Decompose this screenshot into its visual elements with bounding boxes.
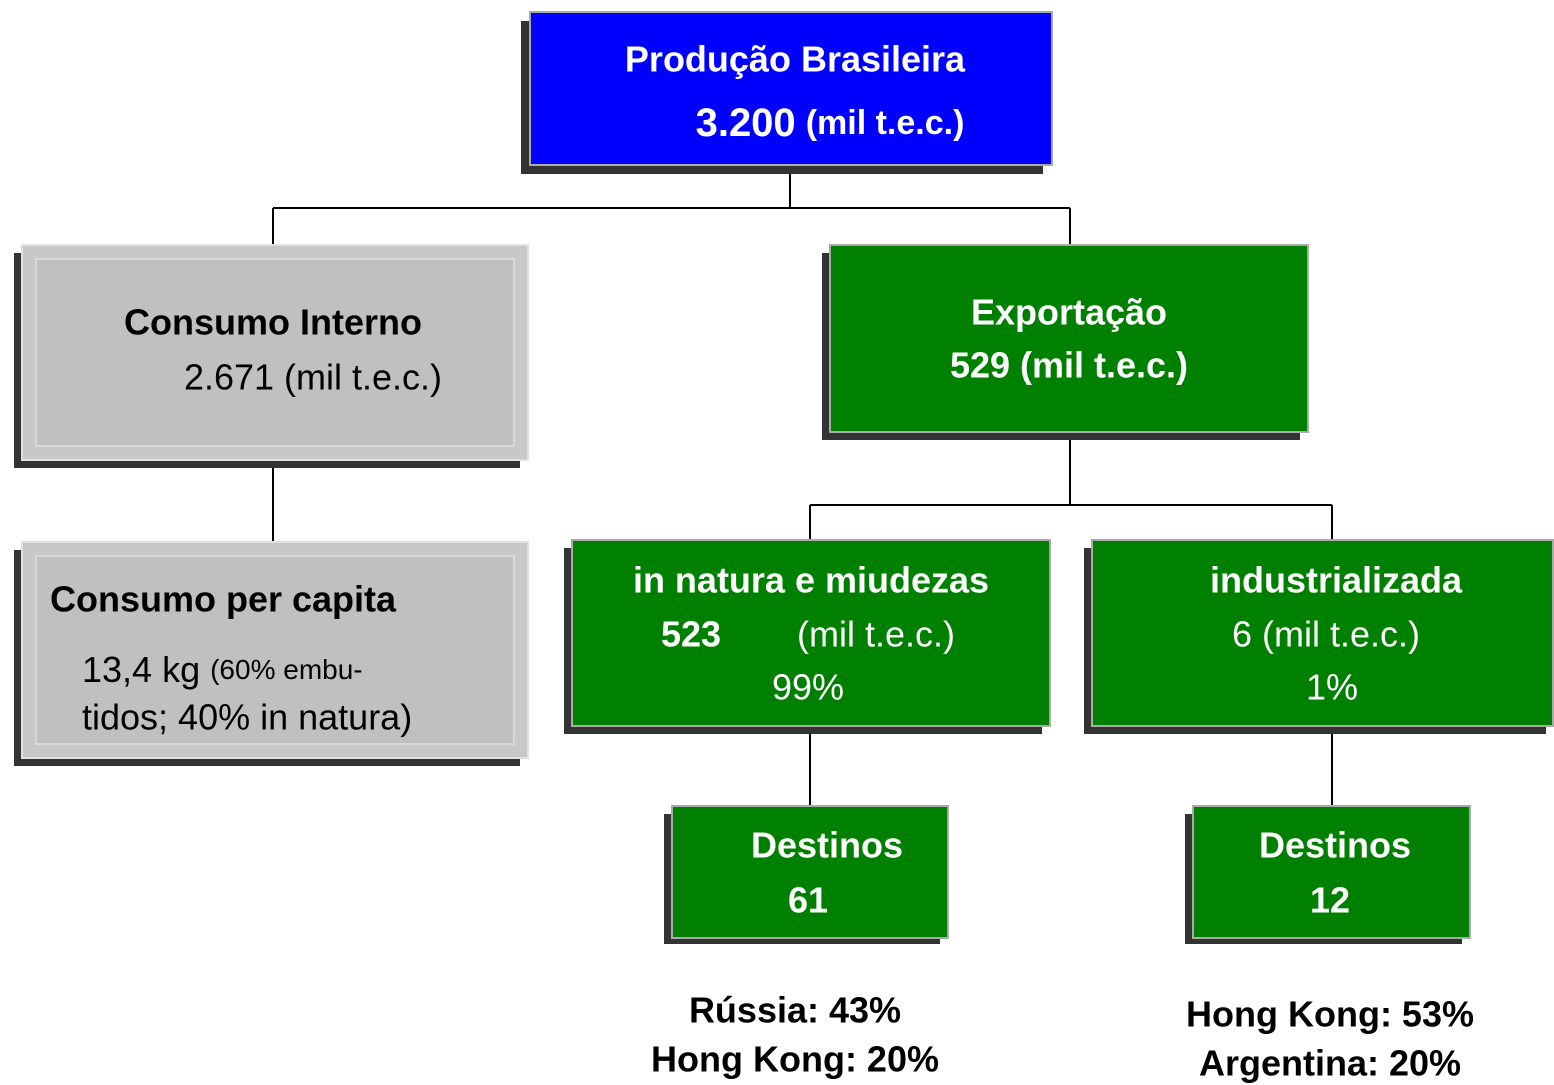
node-share: 99% <box>772 667 844 708</box>
node-production: Produção Brasileira 3.200 (mil t.e.c.) <box>521 11 1053 174</box>
node-title: industrializada <box>1210 560 1463 601</box>
node-value: 3.200 <box>696 101 796 145</box>
destination: Rússia: 43% <box>689 990 901 1031</box>
node-value: 523 <box>661 614 721 655</box>
node-natura: in natura e miudezas 523 (mil t.e.c.) 99… <box>564 539 1051 734</box>
node-title: Destinos <box>1259 825 1411 866</box>
node-line: 529 (mil t.e.c.) <box>950 345 1188 386</box>
destination: Hong Kong: 53% <box>1186 994 1474 1035</box>
node-destinations-industrial: Destinos 12 <box>1185 805 1471 944</box>
node-destinations-natura: Destinos 61 <box>664 805 949 944</box>
node-note: tidos; 40% in natura) <box>82 697 412 738</box>
node-title: Exportação <box>971 292 1167 333</box>
node-title: Consumo per capita <box>50 579 397 620</box>
node-value: 61 <box>788 880 828 921</box>
svg-text:13,4 kg (60% embu-: 13,4 kg (60% embu- <box>82 649 363 690</box>
node-line: 6 (mil t.e.c.) <box>1232 614 1420 655</box>
connectors <box>272 165 1333 806</box>
node-line: 2.671 (mil t.e.c.) <box>184 357 442 398</box>
node-note: (60% embu- <box>210 654 363 685</box>
node-export: Exportação 529 (mil t.e.c.) <box>822 244 1309 440</box>
node-unit: (mil t.e.c.) <box>797 614 955 655</box>
node-value: 13,4 kg <box>82 649 200 690</box>
destination-lists: Rússia: 43% Hong Kong: 20% Hong Kong: 53… <box>651 990 1474 1084</box>
node-value: 12 <box>1310 880 1350 921</box>
node-title: Destinos <box>751 825 903 866</box>
node-title: Produção Brasileira <box>625 39 966 80</box>
node-title: in natura e miudezas <box>633 560 989 601</box>
destination: Argentina: 20% <box>1199 1043 1461 1084</box>
svg-text:3.200 (mil t.e.c.): 3.200 (mil t.e.c.) <box>696 101 965 145</box>
destination: Hong Kong: 20% <box>651 1039 939 1080</box>
node-unit: (mil t.e.c.) <box>806 104 965 142</box>
node-share: 1% <box>1306 667 1358 708</box>
node-title: Consumo Interno <box>124 302 422 343</box>
node-industrial: industrializada 6 (mil t.e.c.) 1% <box>1084 539 1554 734</box>
node-internal: Consumo Interno 2.671 (mil t.e.c.) <box>14 244 529 468</box>
node-per-capita: Consumo per capita 13,4 kg (60% embu- ti… <box>14 541 529 766</box>
